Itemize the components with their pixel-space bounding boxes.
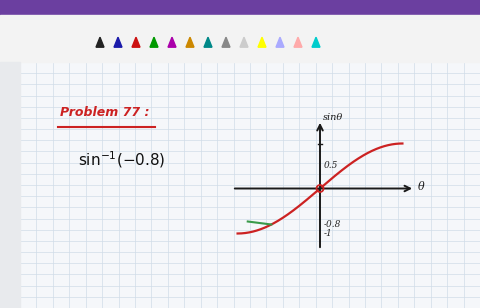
Polygon shape bbox=[150, 37, 158, 47]
Polygon shape bbox=[114, 37, 122, 47]
Polygon shape bbox=[276, 37, 284, 47]
Text: -1: -1 bbox=[324, 229, 333, 238]
Text: $\mathrm{sin^{-1}(-0.8)}$: $\mathrm{sin^{-1}(-0.8)}$ bbox=[78, 149, 166, 170]
Text: -0.8: -0.8 bbox=[324, 220, 341, 229]
Bar bbox=[0, 62, 480, 308]
Bar bbox=[0, 15, 480, 62]
Text: θ: θ bbox=[418, 181, 425, 192]
Bar bbox=[0, 62, 20, 308]
Bar bbox=[0, 0, 480, 15]
Polygon shape bbox=[186, 37, 194, 47]
Polygon shape bbox=[294, 37, 302, 47]
Text: Problem 77 :: Problem 77 : bbox=[60, 106, 149, 119]
Polygon shape bbox=[132, 37, 140, 47]
Polygon shape bbox=[168, 37, 176, 47]
Text: 0.5: 0.5 bbox=[324, 161, 338, 171]
Polygon shape bbox=[222, 37, 230, 47]
Polygon shape bbox=[258, 37, 266, 47]
Polygon shape bbox=[312, 37, 320, 47]
Text: sinθ: sinθ bbox=[323, 112, 343, 121]
Polygon shape bbox=[240, 37, 248, 47]
Polygon shape bbox=[96, 37, 104, 47]
Polygon shape bbox=[204, 37, 212, 47]
